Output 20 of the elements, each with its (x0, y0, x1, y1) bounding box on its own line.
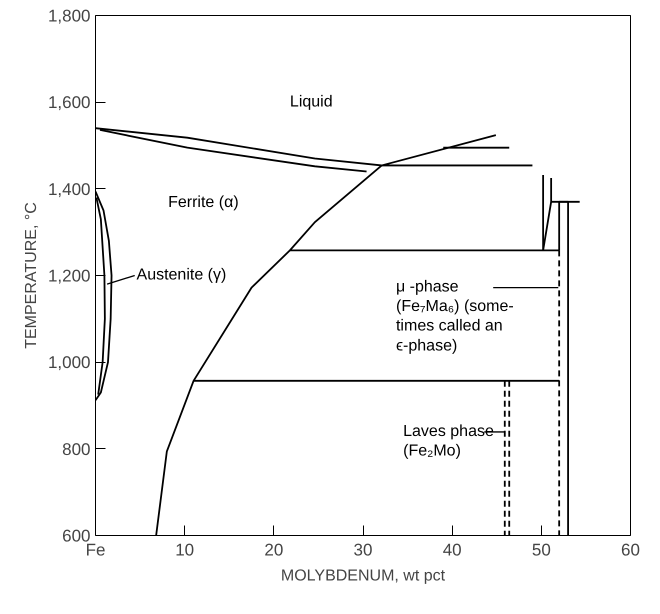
annotation: Laves phase (Fe₂Mo) (403, 422, 494, 460)
x-tick-label: Fe (86, 540, 106, 560)
y-tick-label: 1,200 (48, 266, 91, 286)
x-tick-label: 50 (532, 540, 551, 560)
annotation: Ferrite (α) (168, 194, 239, 212)
y-tick-label: 1,400 (48, 180, 91, 199)
y-tick-label: 1,000 (48, 353, 91, 372)
y-axis-title: TEMPERATURE, °C (22, 202, 40, 349)
annotation: Liquid (290, 94, 333, 111)
x-tick-label: 30 (354, 540, 372, 560)
y-tick-label: 800 (62, 440, 91, 459)
x-tick-label: 20 (264, 540, 284, 560)
y-tick-label: 1,800 (48, 6, 91, 26)
y-tick-label: 1,600 (48, 93, 91, 112)
x-tick-label: 40 (442, 540, 462, 560)
annotation: μ -phase (Fe₇Ma₆) (some- times called an ϵ-phase) (396, 278, 514, 354)
x-axis-title: MOLYBDENUM, wt pct (280, 568, 446, 584)
annotation: Austenite (γ) (136, 266, 226, 284)
x-tick-label: 60 (621, 540, 640, 560)
x-tick-label: 10 (175, 540, 194, 560)
